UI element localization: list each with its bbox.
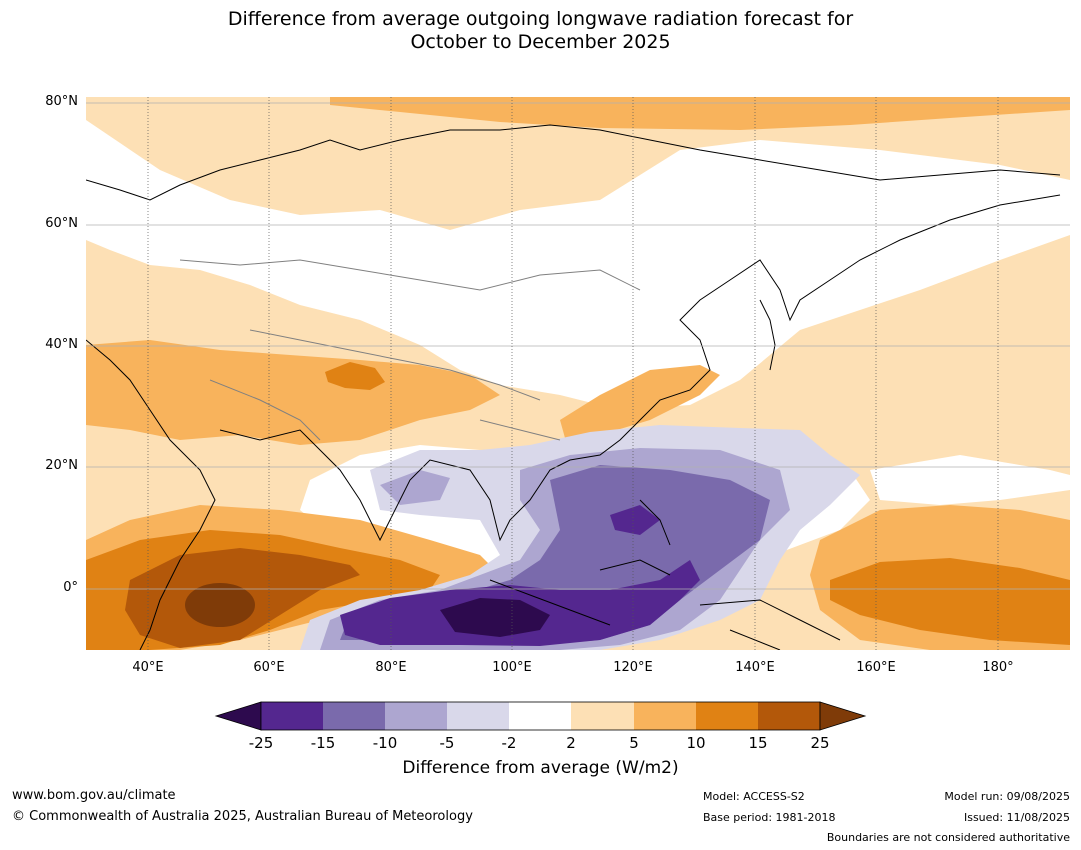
colorbar-extend-high (819, 701, 867, 731)
colorbar-swatch-1 (261, 702, 323, 730)
anomaly-5-10-china (560, 365, 720, 438)
colorbar-tick: -25 (248, 734, 274, 752)
neutral-region-pacific (870, 455, 1070, 505)
model-name: Model: ACCESS-S2 (703, 790, 805, 803)
lon-label-40e: 40°E (132, 660, 164, 675)
colorbar-extend-low (214, 701, 262, 731)
colorbar-swatch-4 (447, 702, 509, 730)
colorbar-swatch-2 (323, 702, 385, 730)
lon-label-120e: 120°E (613, 660, 653, 675)
lat-label-40n: 40°N (45, 337, 78, 352)
neutral-region-north (86, 120, 1070, 410)
base-period: Base period: 1981-2018 (703, 811, 836, 824)
lon-label-160e: 160°E (856, 660, 896, 675)
anomaly-below-neg-25 (440, 598, 550, 637)
lon-label-140e: 140°E (735, 660, 775, 675)
colorbar-tick: -10 (372, 734, 398, 752)
lon-label-180: 180° (982, 660, 1014, 675)
colorbar-tick: 15 (748, 734, 768, 752)
bom-website-link[interactable]: www.bom.gov.au/climate (12, 788, 176, 803)
colorbar-swatch-7 (634, 702, 696, 730)
colorbar-label: Difference from average (W/m2) (402, 758, 679, 778)
boundaries-disclaimer: Boundaries are not considered authoritat… (826, 831, 1070, 844)
anomaly-field (86, 97, 1070, 650)
lon-label-100e: 100°E (492, 660, 532, 675)
colorbar-tick: -2 (501, 734, 517, 752)
anomaly-10-15-tibet (325, 362, 385, 390)
lon-label-60e: 60°E (253, 660, 285, 675)
lat-label-60n: 60°N (45, 216, 78, 231)
colorbar (214, 701, 867, 731)
colorbar-tick: 10 (686, 734, 706, 752)
title-line-1: Difference from average outgoing longwav… (227, 8, 854, 30)
colorbar-swatch-9 (758, 702, 820, 730)
lon-label-80e: 80°E (375, 660, 407, 675)
coastlines (86, 124, 1061, 650)
lat-label-80n: 80°N (45, 94, 78, 109)
colorbar-tick: 5 (629, 734, 639, 752)
colorbar-swatch-3 (385, 702, 447, 730)
country-borders (179, 259, 641, 441)
anomaly-over-25-indian-ocean (185, 583, 255, 627)
gridlines (86, 97, 1070, 650)
anomaly-5-10-central-asia (86, 340, 500, 445)
copyright-notice: © Commonwealth of Australia 2025, Austra… (12, 809, 473, 824)
colorbar-tick: -5 (439, 734, 455, 752)
colorbar-tick: 25 (810, 734, 830, 752)
colorbar-swatch-8 (696, 702, 758, 730)
map-title: Difference from average outgoing longwav… (0, 8, 1081, 54)
colorbar-swatch-6 (571, 702, 634, 730)
lat-label-20n: 20°N (45, 458, 78, 473)
colorbar-tick: 2 (566, 734, 576, 752)
anomaly-5-10-arctic (330, 97, 1070, 130)
issued-date: Issued: 11/08/2025 (963, 811, 1070, 824)
colorbar-tick: -15 (310, 734, 336, 752)
model-run-date: Model run: 09/08/2025 (944, 790, 1070, 803)
lat-label-0: 0° (63, 580, 78, 595)
anomaly-neg-15-25 (340, 505, 700, 646)
colorbar-swatch-5 (509, 702, 571, 730)
anomaly-10-15-pacific (830, 558, 1070, 645)
title-line-2: October to December 2025 (410, 31, 671, 53)
